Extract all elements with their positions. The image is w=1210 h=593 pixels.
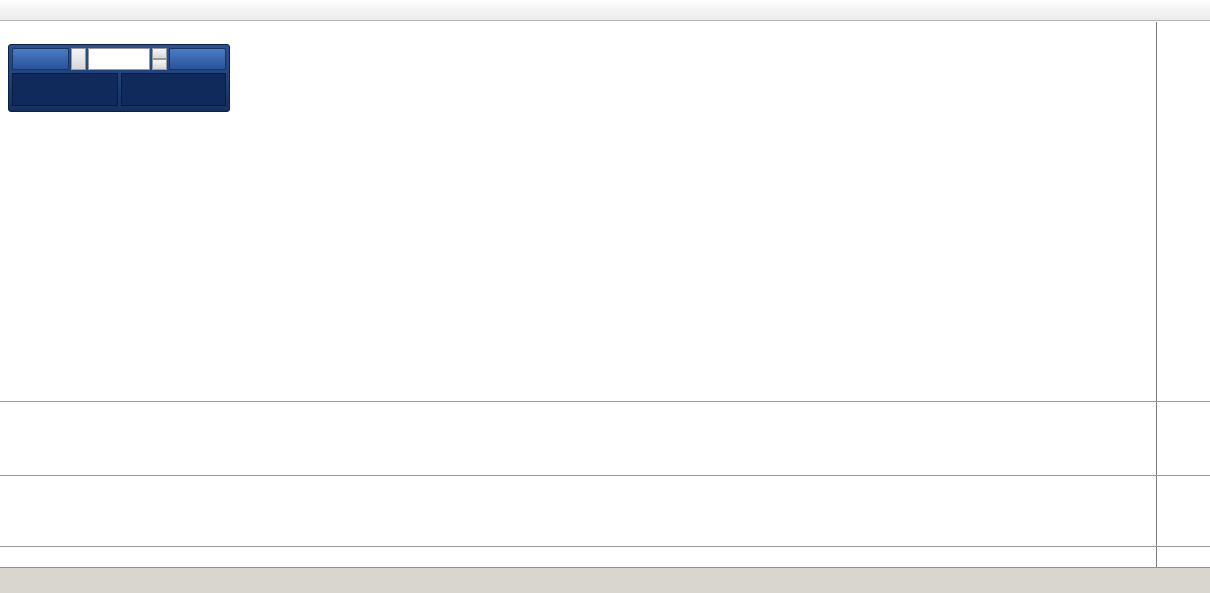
volume-spinner	[152, 48, 167, 70]
volume-dropdown-button[interactable]	[71, 48, 86, 70]
volume-input[interactable]	[88, 48, 150, 70]
chart-region	[0, 22, 1210, 567]
buy-button[interactable]	[169, 48, 226, 70]
rsi-label-row	[6, 480, 16, 492]
macd-pane-separator[interactable]	[0, 401, 1210, 402]
rsi-indicator-canvas[interactable]	[0, 476, 1156, 546]
trade-panel-prices	[12, 73, 226, 106]
time-axis-separator	[0, 546, 1210, 547]
volume-increase-button[interactable]	[152, 48, 167, 59]
price-axis-divider	[1156, 22, 1157, 567]
timeframe-toolbar	[0, 0, 1210, 21]
trade-panel-controls	[12, 48, 226, 70]
volume-decrease-button[interactable]	[152, 59, 167, 70]
sell-button[interactable]	[12, 48, 69, 70]
macd-indicator-canvas[interactable]	[0, 402, 1156, 475]
one-click-trading-panel	[8, 44, 230, 112]
macd-label-row	[6, 406, 21, 418]
chart-tabbar	[0, 567, 1210, 593]
buy-price-display[interactable]	[120, 73, 226, 106]
rsi-pane-separator[interactable]	[0, 475, 1210, 476]
sell-price-display[interactable]	[12, 73, 118, 106]
